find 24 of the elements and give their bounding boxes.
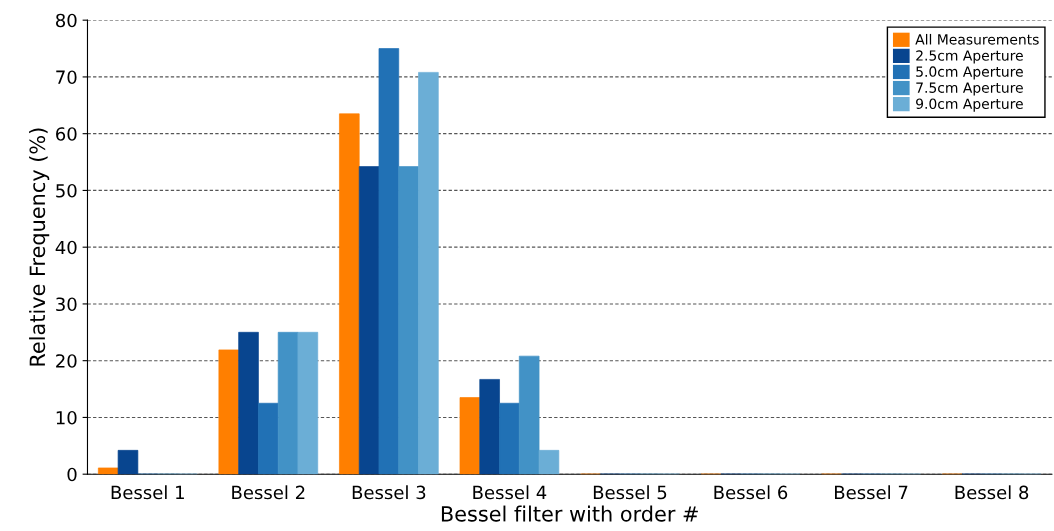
legend-label: 5.0cm Aperture bbox=[916, 66, 1023, 80]
x-tick-label: Bessel 1 bbox=[111, 485, 184, 500]
legend-label: All Measurements bbox=[915, 33, 1039, 45]
x-tick-label: Bessel 4 bbox=[473, 485, 547, 500]
y-tick-label: 30 bbox=[56, 297, 77, 312]
y-tick-label: 80 bbox=[56, 13, 77, 28]
y-tick-label: 10 bbox=[56, 410, 77, 425]
x-tick-label: Bessel 5 bbox=[593, 485, 667, 500]
y-tick-label: 70 bbox=[56, 70, 77, 85]
legend-label: 7.5cm Aperture bbox=[916, 82, 1023, 96]
y-tick-label: 50 bbox=[56, 183, 77, 198]
y-tick-label: 0 bbox=[67, 467, 77, 482]
x-tick-label: Bessel 2 bbox=[232, 485, 305, 500]
y-axis-title: Relative Frequency (%) bbox=[29, 128, 50, 366]
x-tick-label: Bessel 3 bbox=[352, 485, 426, 500]
y-tick-label: 20 bbox=[56, 354, 77, 368]
x-axis-title: Bessel filter with order # bbox=[441, 505, 698, 522]
x-tick-label: Bessel 8 bbox=[955, 485, 1029, 500]
x-tick-label: Bessel 6 bbox=[714, 485, 788, 500]
legend-label: 2.5cm Aperture bbox=[916, 50, 1023, 64]
x-tick-label: Bessel 7 bbox=[835, 485, 908, 500]
legend-label: 9.0cm Aperture bbox=[916, 98, 1023, 112]
y-tick-label: 40 bbox=[55, 240, 77, 255]
y-tick-label: 60 bbox=[56, 127, 77, 141]
